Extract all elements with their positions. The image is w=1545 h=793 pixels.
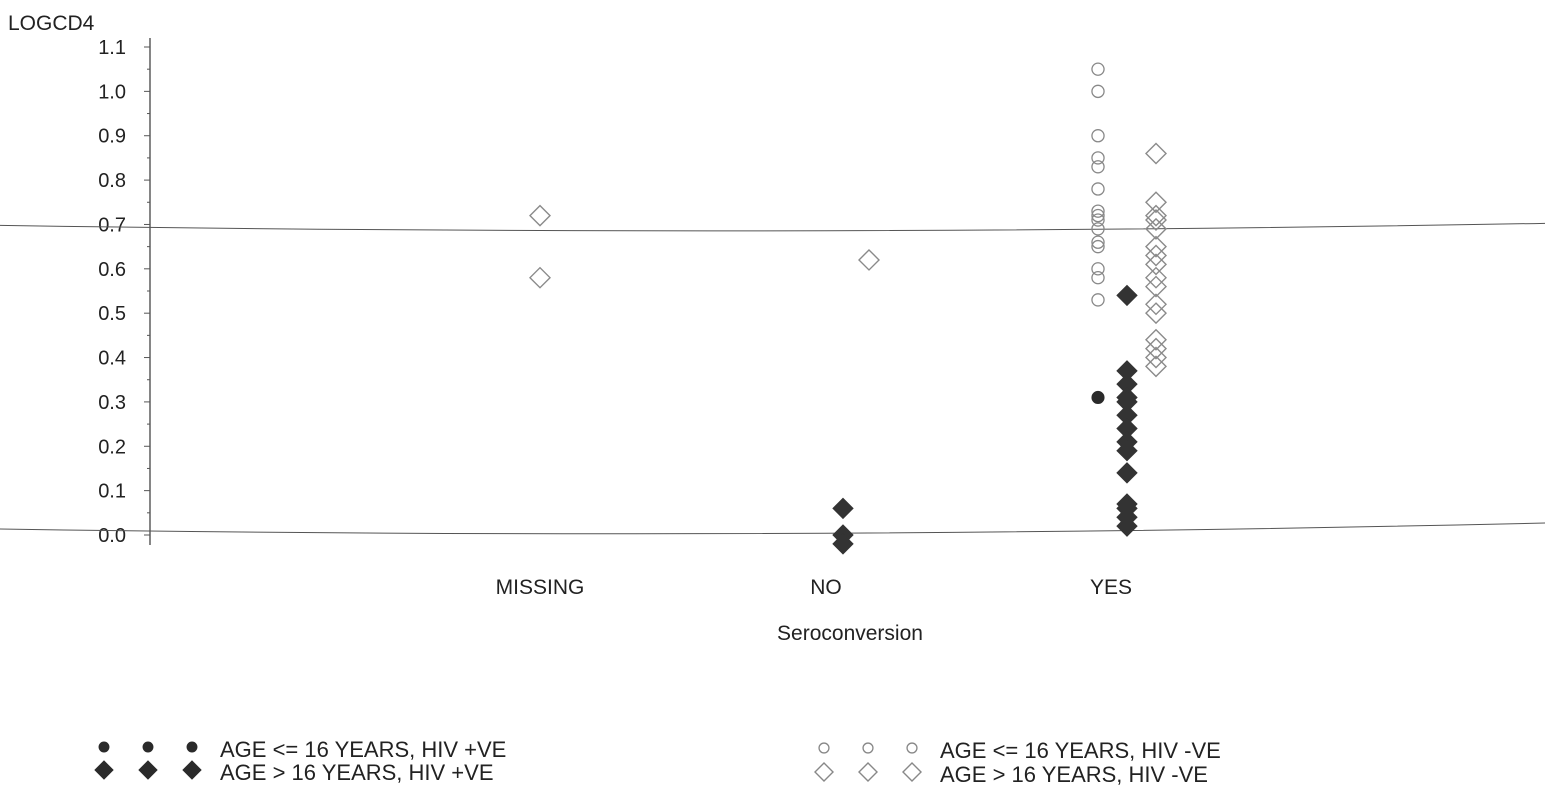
y-tick-label: 0.4 xyxy=(98,348,126,370)
legend-marker xyxy=(94,760,114,780)
data-point xyxy=(1145,191,1167,214)
data-point xyxy=(832,533,854,555)
y-tick-label: 0.3 xyxy=(98,392,126,414)
y-tick-label: 0.2 xyxy=(98,436,126,458)
legend-label: AGE > 16 YEARS, HIV +VE xyxy=(220,760,494,785)
reference-line xyxy=(0,522,1545,535)
data-point xyxy=(1091,235,1105,249)
legend-marker xyxy=(138,760,158,780)
data-point xyxy=(1116,515,1138,537)
data-point xyxy=(1145,235,1167,258)
data-point xyxy=(832,497,854,520)
data-point xyxy=(1091,62,1105,76)
data-point xyxy=(1091,129,1105,143)
data-point xyxy=(858,248,880,271)
data-point xyxy=(1145,346,1167,369)
data-point xyxy=(1091,239,1105,254)
reference-line xyxy=(0,222,1545,232)
data-point xyxy=(1091,182,1105,196)
x-category-label-yes: YES xyxy=(1090,576,1132,599)
legend-marker xyxy=(186,741,198,753)
data-point xyxy=(1091,84,1105,99)
data-point xyxy=(529,204,551,227)
data-point xyxy=(1145,217,1167,240)
data-point xyxy=(1091,208,1105,223)
y-tick-label: 0.9 xyxy=(98,126,126,148)
data-point xyxy=(1091,151,1105,165)
data-point xyxy=(1145,355,1167,378)
legend-label: AGE <= 16 YEARS, HIV +VE xyxy=(220,737,506,762)
data-point xyxy=(1091,222,1105,236)
data-point xyxy=(1145,337,1167,360)
y-axis-title: LOGCD4 xyxy=(8,12,95,35)
data-point xyxy=(1091,160,1105,174)
data-point xyxy=(1091,270,1105,285)
data-point xyxy=(1091,390,1105,405)
data-point xyxy=(1091,293,1105,307)
x-category-label-missing: MISSING xyxy=(496,576,585,599)
y-tick-label: 0.1 xyxy=(98,481,126,503)
data-point xyxy=(1091,213,1105,227)
legend-marker xyxy=(818,742,830,754)
legend-marker xyxy=(98,741,110,753)
y-tick-label: 0.7 xyxy=(98,214,126,236)
y-tick-label: 0.6 xyxy=(98,259,126,281)
legend-marker xyxy=(906,742,918,754)
data-point xyxy=(1145,293,1167,316)
legend-marker xyxy=(182,760,202,780)
series-1 xyxy=(832,284,1138,555)
legend-marker xyxy=(862,742,874,754)
data-point xyxy=(1145,266,1167,289)
data-point xyxy=(1145,302,1167,325)
y-tick-label: 0.5 xyxy=(98,303,126,325)
data-point xyxy=(1145,328,1167,351)
y-tick-label: 1.1 xyxy=(98,37,126,59)
data-point xyxy=(1145,204,1167,227)
legend-marker xyxy=(814,762,834,782)
legend-label: AGE <= 16 YEARS, HIV -VE xyxy=(940,738,1221,763)
x-axis-title: Seroconversion xyxy=(777,622,923,645)
reference-lines xyxy=(0,222,1545,535)
y-tick-label: 0.0 xyxy=(98,525,126,547)
axis-layer: 0.0 0.1 0.2 0.3 0.4 0.5 0.6 0.7 0.8 0.9 1.0 1.1LOGC… xyxy=(8,12,1132,645)
data-point xyxy=(1145,142,1167,165)
data-point xyxy=(1116,462,1138,484)
x-category-label-no: NO xyxy=(810,576,842,599)
legend-marker xyxy=(858,762,878,782)
data-point xyxy=(1116,284,1138,307)
data-point xyxy=(1116,440,1138,462)
series-3 xyxy=(529,142,1167,378)
data-point xyxy=(1145,275,1167,298)
legend-marker xyxy=(142,741,154,753)
data-point xyxy=(529,266,551,289)
data-point xyxy=(1145,209,1167,232)
data-point xyxy=(1091,204,1105,218)
y-tick-label: 1.0 xyxy=(98,81,126,103)
data-point xyxy=(1145,244,1167,267)
series-0 xyxy=(1091,390,1105,405)
data-point xyxy=(1091,262,1105,276)
y-tick-label: 0.8 xyxy=(98,170,126,192)
series-2 xyxy=(1091,62,1105,307)
legend-marker xyxy=(902,762,922,782)
data-point xyxy=(1145,253,1167,276)
data-marks xyxy=(529,62,1167,555)
legend-label: AGE > 16 YEARS, HIV -VE xyxy=(940,762,1208,787)
